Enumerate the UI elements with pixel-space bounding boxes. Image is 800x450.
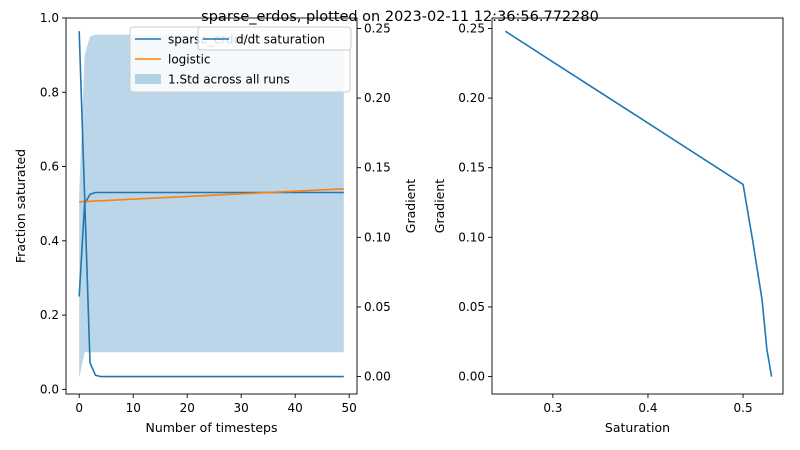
series-line-logistic <box>79 188 344 203</box>
y-tick-label: 0.10 <box>458 230 485 244</box>
y2-tick-label: 0.10 <box>364 230 391 244</box>
legend-secondary: d/dt saturation <box>197 26 352 51</box>
y2-tick-label: 0.15 <box>364 161 391 175</box>
x-tick-label: 0.4 <box>638 401 657 415</box>
legend-box <box>197 26 352 51</box>
y-tick-label: 1.0 <box>40 11 59 25</box>
figure-title: sparse_erdos, plotted on 2023-02-11 12:3… <box>201 9 599 25</box>
y2-tick-label: 0.00 <box>364 370 391 384</box>
series-line-d-dt-saturation <box>78 31 344 378</box>
chart-left: 0 10 20 30 40 50 0.0 0.2 0.4 0.6 0.8 1.0 0.00 0.05 0.1… <box>13 11 418 435</box>
y2-axis-label: Gradient <box>403 179 418 234</box>
x-tick-label: 10 <box>126 401 141 415</box>
x-axis-label: Saturation <box>605 420 670 435</box>
x-tick-label: 0 <box>75 401 83 415</box>
x-axis-label: Number of timesteps <box>145 420 277 435</box>
x-tick-label: 0.5 <box>734 401 753 415</box>
y-tick-label: 0.05 <box>458 300 485 314</box>
y-tick-label: 0.2 <box>40 308 59 322</box>
chart-right: 0.3 0.4 0.5 0.00 0.05 0.10 0.15 0.20 0.25 Saturat… <box>432 17 784 435</box>
y-axis-label: Fraction saturated <box>13 149 28 263</box>
x-tick-label: 20 <box>180 401 195 415</box>
x-tick-label: 50 <box>342 401 357 415</box>
x-tick-label: 30 <box>234 401 249 415</box>
series-line-chart2 <box>504 30 773 377</box>
y2-tick-label: 0.25 <box>364 21 391 35</box>
axes-frame <box>65 17 358 395</box>
y-tick-label: 0.0 <box>40 382 59 396</box>
std-band <box>79 34 344 379</box>
y-tick-label: 0.15 <box>458 161 485 175</box>
y-tick-label: 0.6 <box>40 160 59 174</box>
y-tick-label: 0.8 <box>40 85 59 99</box>
x-tick-label: 0.3 <box>543 401 562 415</box>
y-tick-label: 0.4 <box>40 234 59 248</box>
legend-swatch <box>135 74 161 84</box>
legend-label: logistic <box>168 53 211 67</box>
y-axis-label: Gradient <box>432 179 447 234</box>
y2-tick-label: 0.20 <box>364 91 391 105</box>
x-tick-label: 40 <box>288 401 303 415</box>
axes-frame <box>491 17 784 395</box>
y-tick-label: 0.25 <box>458 21 485 35</box>
legend-label: 1.Std across all runs <box>168 73 290 87</box>
y2-tick-label: 0.05 <box>364 300 391 314</box>
y-tick-label: 0.00 <box>458 370 485 384</box>
y-tick-label: 0.20 <box>458 91 485 105</box>
legend-label: d/dt saturation <box>236 33 325 47</box>
